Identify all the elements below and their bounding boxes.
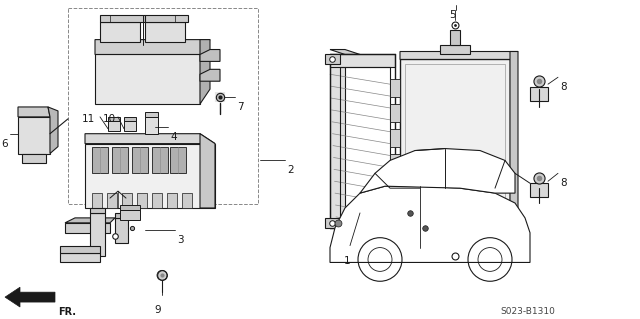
Text: 7: 7 xyxy=(237,102,244,112)
Polygon shape xyxy=(145,15,188,22)
Polygon shape xyxy=(200,69,220,81)
Polygon shape xyxy=(330,55,345,228)
Text: S023-B1310: S023-B1310 xyxy=(500,307,555,316)
Polygon shape xyxy=(115,218,128,243)
Text: 5: 5 xyxy=(449,10,455,20)
Text: 2: 2 xyxy=(287,165,294,175)
Polygon shape xyxy=(108,117,120,121)
Polygon shape xyxy=(60,253,100,263)
Polygon shape xyxy=(200,134,215,208)
Polygon shape xyxy=(152,146,168,173)
Polygon shape xyxy=(167,193,177,208)
Polygon shape xyxy=(22,153,46,163)
Polygon shape xyxy=(330,186,530,263)
Polygon shape xyxy=(145,112,158,117)
Polygon shape xyxy=(152,193,162,208)
Polygon shape xyxy=(390,153,400,171)
Polygon shape xyxy=(390,104,400,122)
Text: 6: 6 xyxy=(1,139,8,149)
Polygon shape xyxy=(124,121,136,131)
Polygon shape xyxy=(120,205,140,210)
Polygon shape xyxy=(95,55,200,104)
Polygon shape xyxy=(120,210,140,220)
Polygon shape xyxy=(124,117,136,121)
Polygon shape xyxy=(137,193,147,208)
Text: 8: 8 xyxy=(560,82,566,92)
Polygon shape xyxy=(65,223,110,233)
Polygon shape xyxy=(330,55,395,67)
Polygon shape xyxy=(360,149,515,193)
Polygon shape xyxy=(92,146,108,173)
Polygon shape xyxy=(95,40,210,55)
Polygon shape xyxy=(90,213,105,256)
Polygon shape xyxy=(325,55,340,64)
Text: 11: 11 xyxy=(82,114,95,124)
Text: 4: 4 xyxy=(170,132,177,142)
Polygon shape xyxy=(90,208,105,213)
Polygon shape xyxy=(48,107,58,153)
Polygon shape xyxy=(200,49,220,61)
Polygon shape xyxy=(92,193,102,208)
Polygon shape xyxy=(440,238,470,249)
Polygon shape xyxy=(5,287,55,307)
Polygon shape xyxy=(60,246,100,253)
Polygon shape xyxy=(200,40,210,104)
Polygon shape xyxy=(108,121,120,131)
Polygon shape xyxy=(122,193,132,208)
Polygon shape xyxy=(390,129,400,146)
Polygon shape xyxy=(170,146,186,173)
Polygon shape xyxy=(390,178,400,196)
Polygon shape xyxy=(325,218,340,228)
Polygon shape xyxy=(112,146,128,173)
Polygon shape xyxy=(400,51,518,59)
Polygon shape xyxy=(100,22,140,41)
Text: 9: 9 xyxy=(155,305,161,315)
Polygon shape xyxy=(182,193,192,208)
Text: 3: 3 xyxy=(177,235,184,245)
Polygon shape xyxy=(85,134,215,144)
Polygon shape xyxy=(65,218,115,223)
Polygon shape xyxy=(132,146,148,173)
Polygon shape xyxy=(85,144,215,208)
Polygon shape xyxy=(18,117,50,153)
Polygon shape xyxy=(390,203,400,221)
Polygon shape xyxy=(530,87,548,101)
Polygon shape xyxy=(450,30,460,45)
Polygon shape xyxy=(100,15,145,22)
Text: 1: 1 xyxy=(344,256,351,265)
Polygon shape xyxy=(330,49,360,55)
Text: FR.: FR. xyxy=(58,307,76,317)
Bar xyxy=(68,8,258,204)
Polygon shape xyxy=(145,117,158,134)
Polygon shape xyxy=(400,59,510,238)
Polygon shape xyxy=(115,213,128,218)
Polygon shape xyxy=(107,193,117,208)
Text: 8: 8 xyxy=(560,178,566,188)
Polygon shape xyxy=(510,51,518,238)
Polygon shape xyxy=(530,183,548,197)
Polygon shape xyxy=(145,22,185,41)
Polygon shape xyxy=(440,45,470,55)
Polygon shape xyxy=(390,79,400,97)
Bar xyxy=(405,64,505,233)
Polygon shape xyxy=(18,107,50,117)
Text: 10: 10 xyxy=(103,114,116,124)
